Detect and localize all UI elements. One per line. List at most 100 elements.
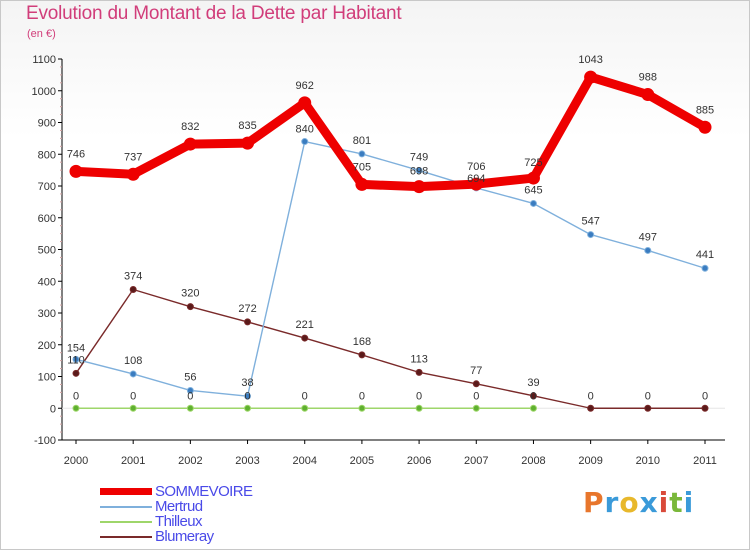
data-point [186, 303, 194, 311]
data-point [698, 120, 712, 134]
logo-letter: i [683, 486, 695, 519]
data-label: 737 [124, 151, 142, 163]
x-tick-label: 2008 [521, 455, 545, 467]
logo-letter: t [669, 486, 684, 519]
data-label: 0 [588, 390, 594, 402]
data-point [183, 137, 197, 151]
x-tick-label: 2003 [235, 455, 259, 467]
data-label: 746 [67, 148, 85, 160]
data-label: 108 [124, 355, 142, 367]
data-label: 885 [696, 104, 714, 116]
data-label: 835 [238, 120, 256, 132]
y-tick-label: -100 [34, 435, 56, 447]
data-point [358, 404, 366, 412]
y-tick-label: 800 [38, 149, 56, 161]
data-point [129, 370, 137, 378]
data-point [126, 167, 140, 181]
data-point [69, 164, 83, 178]
x-tick-label: 2004 [292, 455, 316, 467]
data-label: 547 [581, 216, 599, 228]
data-label: 749 [410, 151, 428, 163]
data-label: 113 [410, 353, 428, 365]
data-point [644, 404, 652, 412]
data-point [301, 404, 309, 412]
data-label: 801 [353, 135, 371, 147]
y-tick-label: 300 [38, 308, 56, 320]
y-tick-label: 400 [38, 276, 56, 288]
data-point [129, 286, 137, 294]
data-label: 705 [353, 161, 371, 173]
data-point [72, 369, 80, 377]
y-tick-label: 200 [38, 340, 56, 352]
legend-swatch-sommevoire [100, 488, 152, 495]
x-tick-label: 2000 [64, 455, 88, 467]
data-label: 0 [244, 390, 250, 402]
data-point [529, 199, 537, 207]
series-line-sommevoire [71, 72, 710, 192]
data-point [358, 351, 366, 359]
legend-label-sommevoire: SOMMEVOIRE [155, 483, 253, 500]
data-point [587, 231, 595, 239]
data-label: 0 [187, 390, 193, 402]
y-tick-label: 1100 [32, 54, 56, 66]
legend-swatch-blumeray [100, 536, 152, 538]
logo-letter: i [658, 486, 670, 519]
data-point [469, 177, 483, 191]
data-point [701, 264, 709, 272]
data-point [358, 150, 366, 158]
data-label: 832 [181, 121, 199, 133]
data-point [355, 177, 369, 191]
chart-title: Evolution du Montant de la Dette par Hab… [26, 3, 402, 24]
legend-swatch-thilleux [100, 521, 152, 523]
data-point [72, 355, 80, 363]
data-label: 0 [702, 390, 708, 402]
data-label: 725 [524, 157, 542, 169]
data-label: 0 [473, 390, 479, 402]
data-point [415, 166, 423, 174]
data-label: 56 [184, 371, 196, 383]
data-label: 154 [67, 342, 85, 354]
data-point [415, 404, 423, 412]
logo-letter: P [583, 486, 605, 519]
data-label: 374 [124, 271, 142, 283]
data-point [529, 404, 537, 412]
data-label: 272 [238, 303, 256, 315]
data-point [244, 318, 252, 326]
data-label: 962 [296, 80, 314, 92]
data-label: 110 [67, 354, 85, 366]
data-label: 694 [467, 173, 485, 185]
data-point [472, 380, 480, 388]
data-label: 221 [296, 319, 314, 331]
data-label: 168 [353, 336, 371, 348]
data-label: 840 [296, 124, 314, 136]
data-label: 706 [467, 161, 485, 173]
logo-letter: x [639, 486, 659, 519]
data-label: 39 [527, 377, 539, 389]
y-tick-label: 900 [38, 118, 56, 130]
data-point [241, 136, 255, 150]
data-point [244, 392, 252, 400]
x-tick-label: 2007 [464, 455, 488, 467]
data-point [526, 171, 540, 185]
data-label: 1043 [578, 54, 602, 66]
data-point [641, 88, 655, 102]
data-label: 0 [359, 390, 365, 402]
y-tick-label: 700 [38, 181, 56, 193]
y-tick-label: 100 [38, 372, 56, 384]
series-line-blumeray [75, 288, 706, 409]
y-tick-label: 1000 [32, 86, 56, 98]
legend-swatch-mertrud [100, 506, 152, 508]
data-point [186, 386, 194, 394]
chart-subtitle: (en €) [27, 28, 56, 40]
data-label: 988 [639, 72, 657, 84]
data-point [244, 404, 252, 412]
data-point [301, 334, 309, 342]
y-tick-label: 0 [50, 403, 56, 415]
data-label: 698 [410, 166, 428, 178]
data-label: 0 [645, 390, 651, 402]
data-label: 441 [696, 249, 714, 261]
logo-letter: o [619, 486, 640, 519]
data-point [584, 70, 598, 84]
data-point [72, 404, 80, 412]
